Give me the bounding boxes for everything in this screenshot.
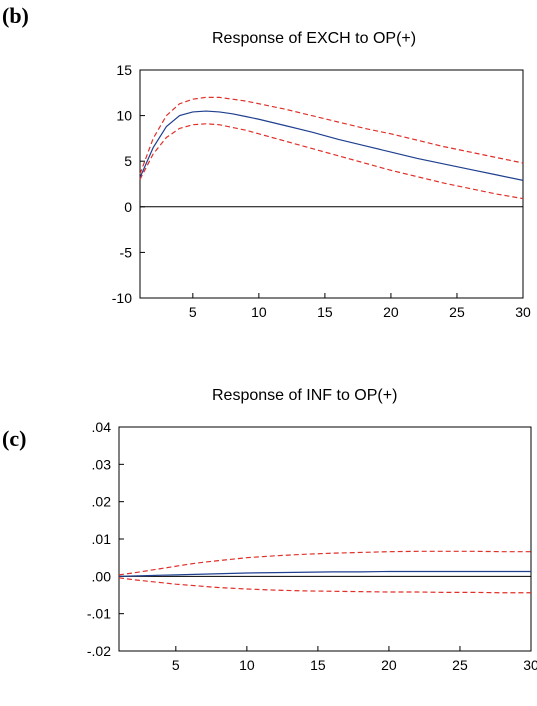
x-tick-label: 25 [449, 304, 465, 320]
plot-frame [139, 69, 524, 299]
series-line-response [139, 110, 524, 181]
x-tick-label: 25 [452, 657, 468, 673]
y-tick-label: -10 [112, 290, 132, 306]
series-line-lower-band [139, 123, 524, 200]
chart-title-exch: Response of EXCH to OP(+) [212, 30, 417, 47]
y-tick-label: -5 [120, 244, 133, 260]
panel-label-b: (b) [2, 3, 29, 28]
y-tick-label: -.02 [87, 643, 111, 659]
x-tick-label: 15 [317, 304, 333, 320]
y-tick-label: 15 [116, 62, 132, 78]
x-tick-label: 15 [310, 657, 326, 673]
series-line-lower-band [118, 577, 531, 594]
x-tick-label: 10 [251, 304, 267, 320]
x-tick-label: 30 [523, 657, 537, 673]
series-line-upper-band [139, 96, 524, 175]
series-line-response [118, 570, 531, 577]
y-tick-label: .01 [92, 531, 112, 547]
series-line-upper-band [118, 550, 531, 576]
y-tick-label: -.01 [87, 606, 111, 622]
x-tick-label: 30 [515, 304, 531, 320]
x-tick-label: 5 [172, 657, 180, 673]
y-tick-label: 5 [124, 153, 132, 169]
chart-inf-response: .04 .03 .02 .01 .00 -.01 -.02 5 10 15 20 25 30 [87, 419, 537, 673]
x-tick-label: 10 [239, 657, 255, 673]
y-tick-label: .04 [92, 419, 112, 435]
panel-label-c: (c) [2, 426, 27, 451]
x-tick-label: 5 [189, 304, 197, 320]
plot-frame [118, 426, 532, 652]
chart-exch-response: 15 10 5 0 -5 -10 5 10 15 20 25 30 [112, 62, 531, 320]
y-tick-label: .02 [92, 494, 112, 510]
x-tick-label: 20 [383, 304, 399, 320]
y-tick-label: 0 [124, 199, 132, 215]
x-tick-label: 20 [381, 657, 397, 673]
y-tick-label: 10 [116, 108, 132, 124]
chart-title-inf: Response of INF to OP(+) [212, 387, 398, 404]
y-tick-label: .03 [92, 456, 112, 472]
y-tick-label: .00 [92, 568, 112, 584]
